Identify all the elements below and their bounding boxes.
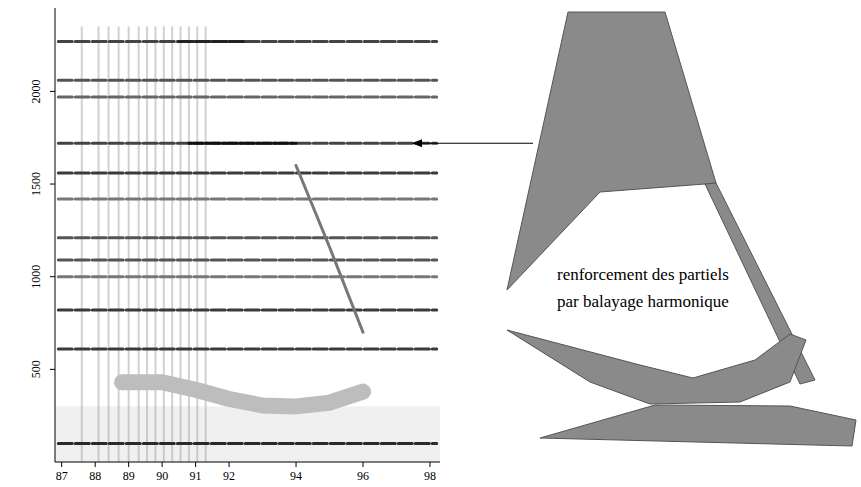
y-tick [50, 276, 55, 277]
partial [58, 79, 436, 82]
shape-middle [507, 330, 806, 404]
x-tick-label: 88 [89, 469, 101, 483]
y-tick [50, 184, 55, 185]
onset [171, 27, 173, 462]
partial [58, 171, 436, 174]
x-tick-label: 91 [190, 469, 202, 483]
y-tick [50, 369, 55, 370]
x-tick [95, 462, 96, 467]
partial [58, 309, 436, 312]
y-tick-label: 2000 [29, 79, 43, 103]
onset [98, 27, 100, 462]
onset [180, 27, 182, 462]
partial [189, 142, 296, 145]
partial [58, 142, 436, 145]
x-tick-label: 94 [290, 469, 302, 483]
partial [58, 197, 436, 200]
y-axis [55, 8, 56, 462]
x-tick [195, 462, 196, 467]
partial [58, 275, 436, 278]
onset [81, 27, 83, 462]
sweep [296, 166, 363, 333]
onset [118, 27, 120, 462]
partial [179, 40, 246, 43]
annotation-bg [555, 291, 731, 312]
x-tick [429, 462, 430, 467]
x-tick-label: 89 [123, 469, 135, 483]
partial [58, 259, 436, 262]
partial [58, 442, 436, 445]
y-tick-label: 500 [29, 360, 43, 378]
shape-base [540, 405, 856, 446]
x-tick [61, 462, 62, 467]
x-axis [55, 462, 440, 463]
plot-area [55, 27, 440, 462]
onset [128, 27, 130, 462]
partial [58, 95, 436, 98]
y-tick-label: 1000 [29, 265, 43, 289]
annotation-arrow [413, 143, 533, 144]
x-tick-label: 98 [424, 469, 436, 483]
annotation-text: renforcement des partiels [557, 265, 729, 284]
onset [188, 27, 190, 462]
partial [58, 40, 436, 43]
figure: 500 1000 1500 2000 87 88 89 90 91 92 94 96 98 renforc… [0, 0, 861, 487]
x-tick [162, 462, 163, 467]
x-tick-label: 96 [357, 469, 369, 483]
partial [58, 348, 436, 351]
x-tick-label: 87 [56, 469, 68, 483]
x-tick [128, 462, 129, 467]
onset [146, 27, 148, 462]
annotation: renforcement des partiels par balayage ha… [555, 264, 731, 312]
y-tick-label: 1500 [29, 172, 43, 196]
sketch [507, 12, 856, 446]
x-tick-label: 92 [223, 469, 235, 483]
shape-top [507, 12, 716, 290]
sweep [122, 382, 363, 406]
annotation-text: par balayage harmonique [557, 292, 729, 311]
x-tick-label: 90 [156, 469, 168, 483]
onset [138, 27, 140, 462]
annotation-bg [555, 264, 731, 285]
partial [58, 236, 436, 239]
onset [163, 27, 165, 462]
onset [154, 27, 156, 462]
x-tick [296, 462, 297, 467]
low-band [55, 406, 440, 462]
x-tick [229, 462, 230, 467]
onset [108, 27, 110, 462]
y-tick [50, 91, 55, 92]
x-tick [363, 462, 364, 467]
